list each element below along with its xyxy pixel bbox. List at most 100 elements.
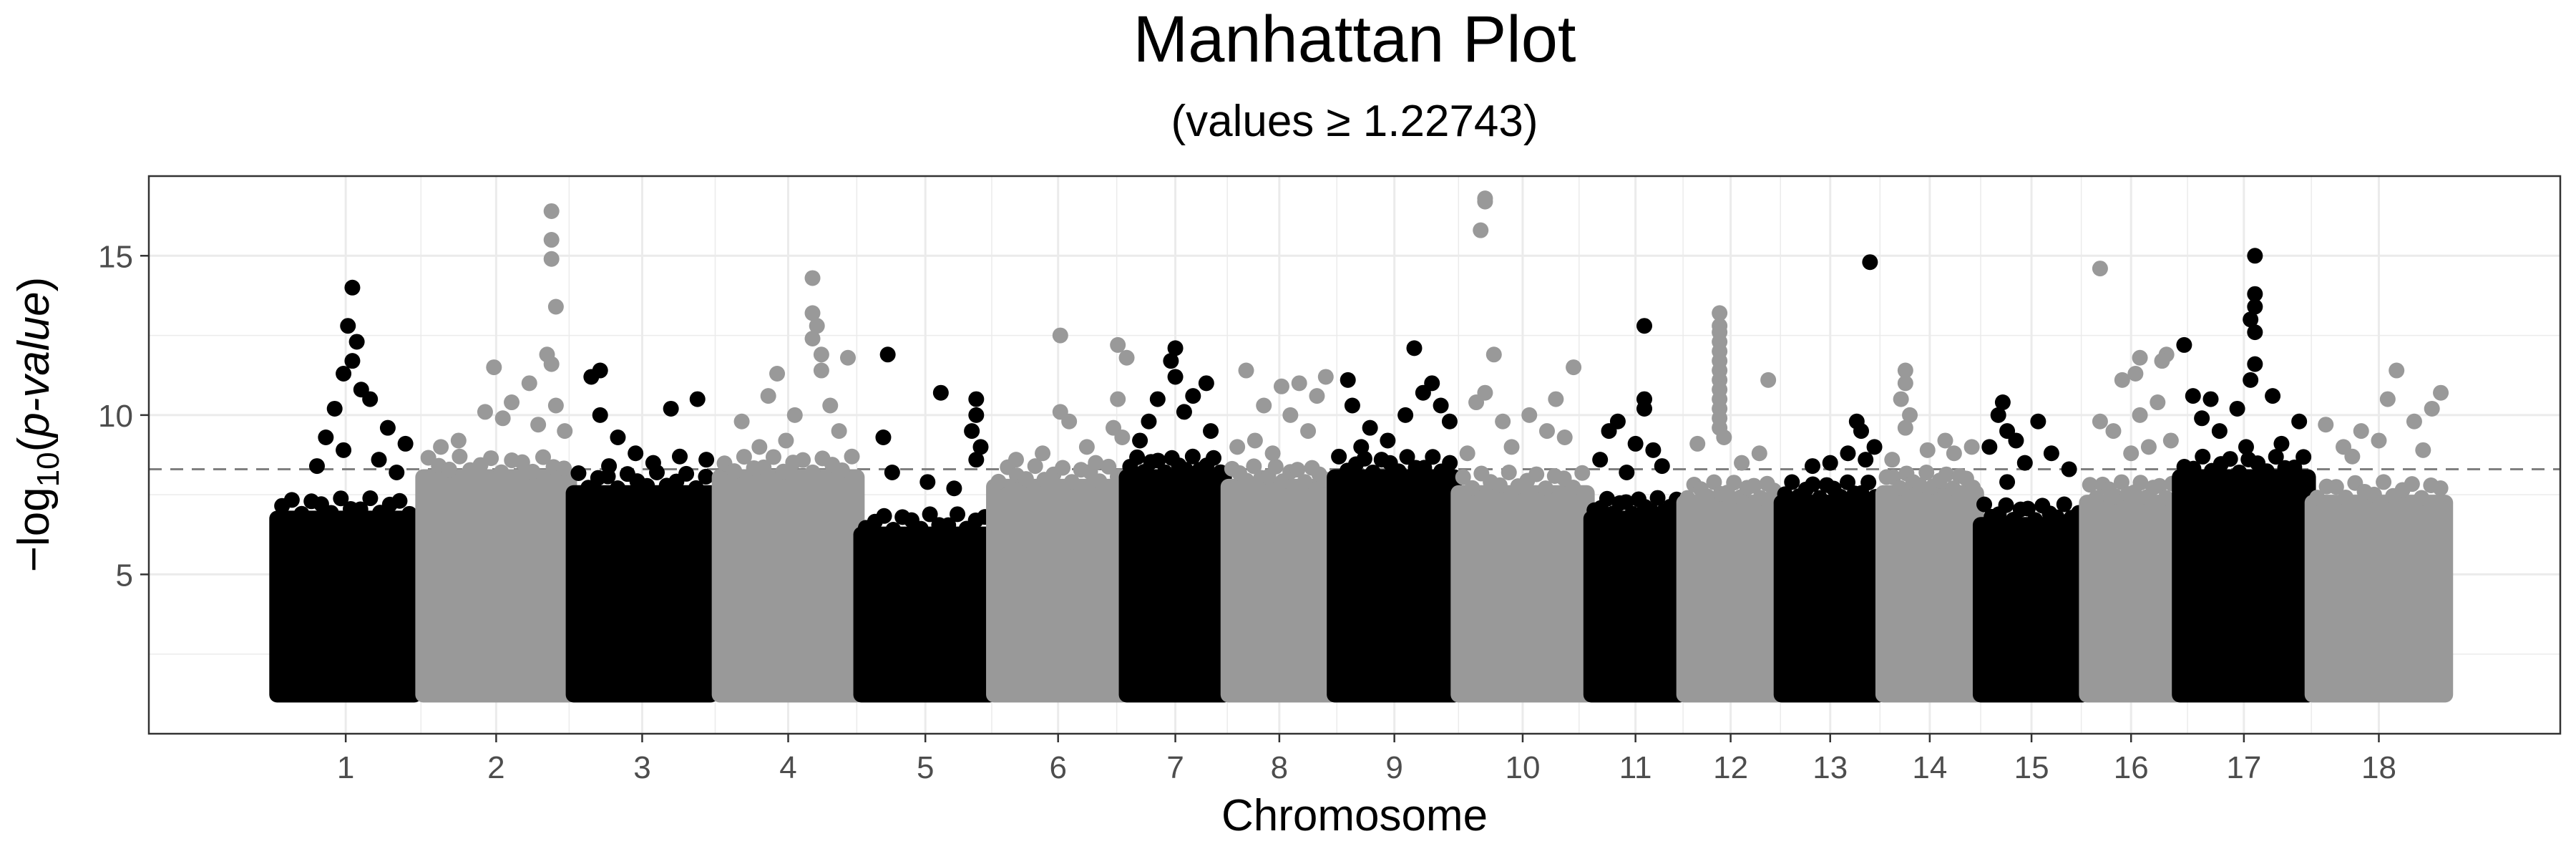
data-point: [352, 501, 369, 518]
data-point: [1752, 490, 1769, 506]
data-point: [2389, 362, 2405, 379]
data-point: [786, 407, 803, 423]
data-point: [389, 464, 405, 480]
data-point: [580, 480, 597, 496]
chromosome-17-points: [2172, 248, 2316, 703]
data-point: [1163, 353, 1179, 369]
chromosome-5-points: [853, 346, 997, 703]
data-point: [1061, 413, 1078, 430]
x-tick-label: 15: [2014, 750, 2049, 785]
data-point: [1141, 413, 1157, 430]
data-point: [340, 318, 356, 334]
data-point: [397, 435, 414, 452]
data-point: [912, 520, 929, 537]
data-point: [1229, 439, 1246, 455]
data-point: [1110, 336, 1126, 353]
data-point: [885, 522, 902, 538]
data-point: [477, 404, 493, 420]
data-point: [698, 468, 714, 485]
data-point: [1726, 475, 1742, 491]
chromosome-11-dense-points: [1583, 510, 1688, 703]
data-point: [663, 400, 679, 417]
x-tick-label: 3: [633, 750, 650, 785]
data-point: [1101, 458, 1117, 475]
data-point: [2107, 488, 2124, 505]
data-point: [876, 508, 892, 524]
data-point: [1273, 378, 1289, 394]
data-point: [672, 448, 688, 465]
data-point: [688, 480, 704, 496]
x-tick-label: 7: [1166, 750, 1184, 785]
data-point: [1167, 369, 1184, 385]
data-point: [1246, 432, 1263, 449]
data-point: [2061, 461, 2077, 477]
data-point: [2366, 486, 2382, 503]
data-point: [1091, 473, 1108, 490]
data-point: [778, 432, 794, 449]
data-points: [269, 190, 2454, 703]
data-point: [433, 439, 449, 455]
data-point: [990, 473, 1007, 490]
data-point: [804, 305, 821, 321]
data-point: [2415, 442, 2431, 458]
x-axis-title: Chromosome: [1221, 791, 1488, 840]
x-tick-label: 16: [2114, 750, 2149, 785]
data-point: [1239, 472, 1255, 489]
chromosome-15-dense-points: [1972, 517, 2091, 703]
data-point: [1649, 490, 1666, 506]
chromosome-15-points: [1972, 394, 2091, 703]
x-tick-label: 6: [1049, 750, 1066, 785]
chromosome-12-dense-points: [1676, 495, 1785, 703]
data-point: [2433, 384, 2449, 401]
data-point: [932, 384, 949, 401]
data-point: [2222, 451, 2238, 467]
data-point: [1129, 449, 1146, 465]
data-point: [2176, 336, 2192, 353]
data-point: [543, 356, 560, 372]
chart-subtitle: (values ≥ 1.22743): [1171, 97, 1538, 146]
data-point: [2309, 490, 2326, 506]
x-tick-label: 5: [917, 750, 934, 785]
data-point: [2291, 413, 2308, 430]
chromosome-7-points: [1118, 340, 1232, 703]
data-point: [804, 331, 821, 347]
data-point: [2157, 490, 2174, 506]
data-point: [348, 334, 365, 350]
data-point: [2258, 463, 2275, 480]
data-point: [645, 455, 661, 471]
data-point: [2151, 477, 2167, 494]
chromosome-14-points: [1875, 362, 1984, 703]
data-point: [760, 388, 776, 404]
data-point: [1118, 349, 1135, 366]
data-point: [2132, 407, 2148, 423]
data-point: [940, 517, 957, 533]
data-point: [2082, 477, 2098, 493]
data-point: [726, 463, 743, 480]
chromosome-1-dense-points: [269, 510, 423, 703]
y-tick-label: 15: [98, 239, 133, 274]
x-tick-label: 10: [1505, 750, 1540, 785]
data-point: [2016, 455, 2033, 471]
data-point: [1282, 407, 1299, 423]
data-point: [2008, 432, 2024, 449]
data-point: [610, 430, 626, 446]
data-point: [1365, 464, 1381, 480]
data-point: [2211, 423, 2228, 440]
data-point: [813, 362, 829, 379]
data-point: [1008, 452, 1024, 468]
data-point: [1300, 423, 1317, 440]
data-point: [2376, 474, 2392, 490]
chromosome-1-points: [269, 279, 423, 703]
data-point: [1495, 413, 1511, 430]
data-point: [547, 397, 564, 414]
data-point: [391, 492, 408, 509]
data-point: [2127, 365, 2144, 382]
data-point: [1760, 372, 1777, 388]
data-point: [1132, 432, 1148, 449]
data-point: [2194, 410, 2210, 427]
data-point: [1884, 452, 1901, 468]
data-point: [1804, 458, 1820, 475]
data-point: [326, 400, 343, 417]
data-point: [1027, 458, 1043, 475]
data-point: [1176, 404, 1192, 420]
